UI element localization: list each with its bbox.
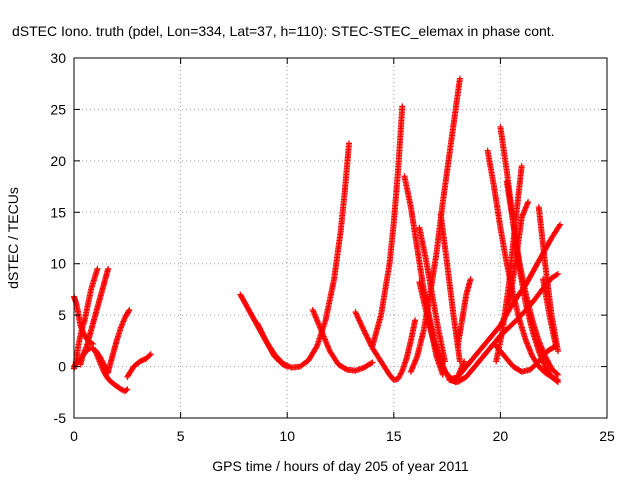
data-series [71,265,101,372]
data-series [493,343,559,375]
data-point [362,330,369,337]
data-point [364,335,371,342]
data-point [553,370,560,377]
data-point [553,271,560,278]
x-tick-label: 0 [70,428,78,444]
data-point [256,325,263,332]
plot-frame [73,57,608,419]
data-point [254,320,261,327]
data-point [147,351,154,358]
data-point [258,329,265,336]
data-point [94,265,101,272]
data-point [399,103,406,110]
data-series [254,320,291,370]
data-point [362,331,369,338]
data-series [407,75,463,375]
data-point [364,334,371,341]
data-point [90,340,97,347]
data-point [412,317,419,324]
x-axis-label: GPS time / hours of day 205 of year 2011 [212,458,469,474]
data-point [258,328,265,335]
data-point [126,307,133,313]
data-point [342,365,349,372]
data-point [556,222,563,229]
data-point [255,323,262,330]
data-point [313,344,320,351]
chart-title: dSTEC Iono. truth (pdel, Lon=334, Lat=37… [12,23,555,39]
data-point [554,348,561,355]
data-series [454,276,474,349]
data-point [553,378,560,385]
data-point [257,327,264,334]
x-tick-label: 25 [599,428,615,444]
data-point [398,369,405,376]
y-tick-label: 25 [50,101,66,117]
y-tick-label: 5 [58,307,66,323]
data-series [237,140,353,371]
data-point [368,360,375,367]
data-point [363,332,370,339]
data-point [123,387,130,394]
x-tick-label: 10 [279,428,295,444]
y-tick-label: 20 [50,153,66,169]
data-point [552,343,559,349]
data-point [261,335,268,342]
data-point [557,221,564,228]
data-point [260,332,267,339]
data-point [260,333,267,340]
data-series [369,103,406,349]
x-tick-label: 20 [493,428,509,444]
data-point [554,379,561,385]
y-tick-label: 30 [50,50,66,66]
data-point [369,359,376,366]
data-point [105,265,112,272]
data-point [554,271,561,277]
y-tick-label: 0 [58,359,66,375]
data-point [259,331,266,338]
y-tick-label: 15 [50,204,66,220]
x-tick-label: 15 [386,428,402,444]
data-series [505,199,532,308]
data-point [456,358,463,365]
data-point [346,140,353,147]
data-series [105,307,133,375]
data-point [146,352,153,359]
y-tick-label: 10 [50,256,66,272]
data-point [255,321,262,328]
data-series [540,276,559,349]
data-point [256,324,263,331]
data-point [284,363,291,370]
data-series [309,307,376,374]
data-point [361,328,368,335]
data-point [467,276,474,283]
data-point [525,199,532,205]
data-point [360,327,367,334]
data-point [262,336,269,343]
data-point [125,308,132,315]
data-series [124,351,154,380]
data-point [456,75,463,82]
data-series [92,348,131,395]
data-series [416,224,448,365]
data-point [554,371,561,378]
data-point [441,358,448,365]
data-series [352,309,419,383]
y-axis-label: dSTEC / TECUs [5,187,21,289]
data-point [365,336,372,343]
data-marks [71,75,564,395]
data-point [518,163,525,169]
data-point [124,386,131,393]
x-tick-label: 5 [177,428,185,444]
y-tick-label: -5 [54,410,67,426]
